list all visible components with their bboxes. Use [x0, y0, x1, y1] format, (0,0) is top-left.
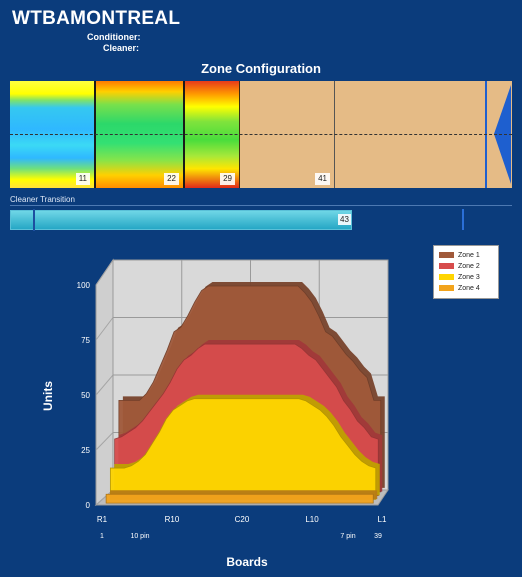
y-tick-label: 50 [81, 391, 90, 400]
legend-swatch-zone-1 [439, 252, 454, 259]
x-tick-label: C20 [235, 515, 250, 524]
x-tick-label: L10 [305, 515, 319, 524]
x-sub-label: 1 [100, 533, 104, 540]
lane-title: WTBAMONTREAL [12, 8, 181, 29]
cleaner-transition-label: Cleaner Transition [10, 195, 75, 204]
zone-center-line [10, 134, 512, 135]
legend-item-zone-1: Zone 1 [439, 251, 480, 260]
legend-swatch-zone-3 [439, 274, 454, 281]
zone-3-value: 29 [220, 173, 235, 185]
legend-swatch-zone-4 [439, 285, 454, 292]
legend-item-zone-2: Zone 2 [439, 262, 480, 271]
gridline-side [95, 259, 114, 286]
legend-label-zone-2: Zone 2 [458, 263, 480, 270]
chart-legend: Zone 1 Zone 2 Zone 3 Zone 4 [433, 245, 499, 299]
conditioner-label: Conditioner: [87, 32, 141, 42]
y-tick-label: 25 [81, 446, 90, 455]
series-area-4 [105, 493, 374, 504]
x-tick-label: R10 [165, 515, 180, 524]
legend-label-zone-3: Zone 3 [458, 274, 480, 281]
y-tick-label: 0 [86, 501, 91, 510]
zone-configuration-bar: 11 22 29 41 [10, 81, 512, 188]
transition-divider [10, 205, 512, 206]
zone-4-value: 41 [315, 173, 330, 185]
gridline-side [95, 432, 114, 451]
transition-end-tick [462, 209, 464, 230]
legend-item-zone-3: Zone 3 [439, 273, 480, 282]
x-tick-label: L1 [378, 515, 387, 524]
units-chart: 0 25 50 75 100 R1 R10 C20 L10 L1 1 10 pin 7 pin 39 Boa… [41, 258, 389, 569]
legend-label-zone-4: Zone 4 [458, 285, 480, 292]
x-sub-label: 39 [374, 533, 382, 540]
x-sub-label: 7 pin [340, 533, 355, 540]
gridline-side [95, 317, 114, 341]
y-tick-label: 75 [81, 336, 90, 345]
cleaner-transition-bar[interactable] [10, 210, 352, 230]
x-sub-label: 10 pin [130, 533, 149, 540]
legend-item-zone-4: Zone 4 [439, 284, 480, 293]
zone-1-value: 11 [75, 173, 90, 185]
zone-2-value: 22 [164, 173, 179, 185]
y-tick-label: 100 [77, 281, 91, 290]
y-axis-title: Units [41, 381, 55, 411]
chart-series [105, 282, 385, 504]
legend-swatch-zone-2 [439, 263, 454, 270]
cleaner-label: Cleaner: [103, 43, 140, 53]
chart-axes: 0 25 50 75 100 R1 R10 C20 L10 L1 1 10 pin 7 pin 39 Boa… [41, 281, 387, 569]
cleaner-transition-value: 43 [338, 214, 351, 225]
x-tick-label: R1 [97, 515, 108, 524]
legend-label-zone-1: Zone 1 [458, 252, 480, 259]
series-area-3 [109, 398, 377, 500]
zone-configuration-title: Zone Configuration [201, 61, 321, 76]
gridline-side [95, 374, 114, 396]
x-axis-title: Boards [226, 555, 268, 569]
transition-marker [33, 209, 35, 231]
